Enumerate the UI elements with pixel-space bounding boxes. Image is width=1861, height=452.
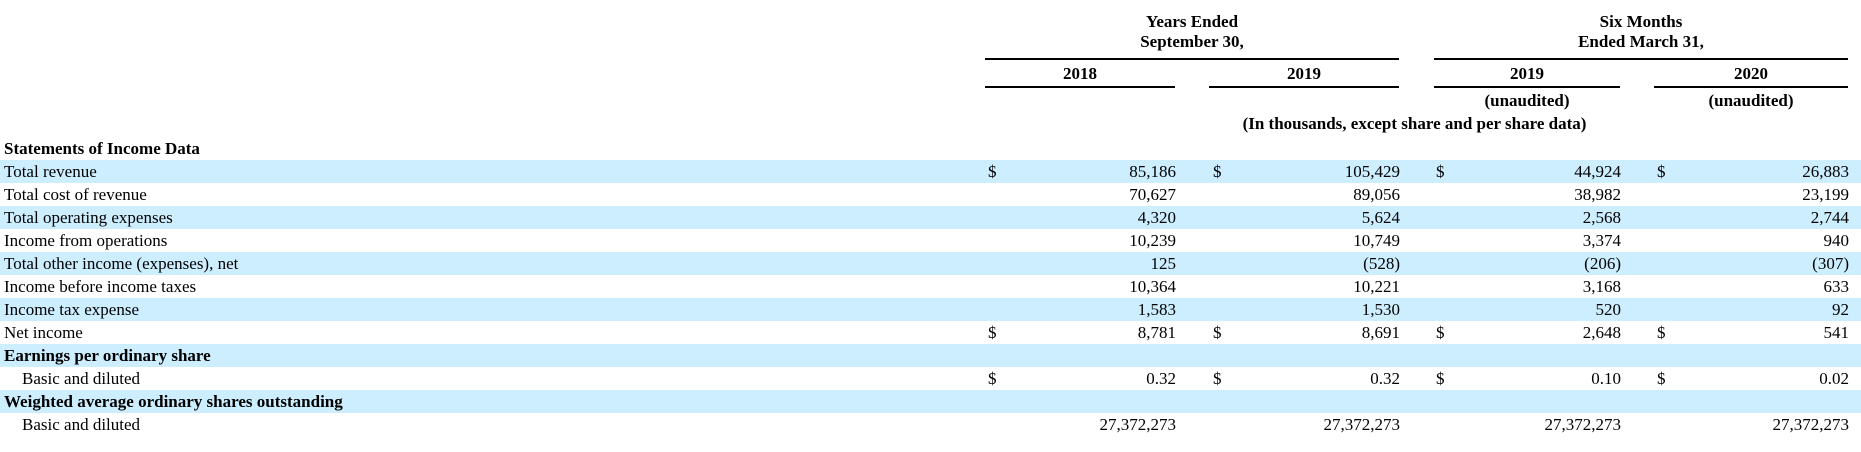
dollar-sign-2020-six: $ xyxy=(1657,162,1666,181)
value-2020-six: (307) xyxy=(1812,254,1849,273)
row-label: Earnings per ordinary share xyxy=(4,346,211,365)
value-2020-six: 23,199 xyxy=(1802,185,1849,204)
dollar-sign-2019-six: $ xyxy=(1436,369,1445,388)
row-label: Total cost of revenue xyxy=(4,185,147,204)
value-2020-six: 940 xyxy=(1823,231,1850,250)
col-header-2018: 2018 xyxy=(1063,64,1097,83)
unaudited-2020-label: (unaudited) xyxy=(1708,91,1794,110)
table-row: Net income $8,781 $8,691 $2,648 $541 xyxy=(0,321,1861,344)
dollar-sign-2018: $ xyxy=(988,162,997,181)
table-row: Income before income taxes 10,364 10,221 3,… xyxy=(0,275,1861,298)
value-2019-six: 520 xyxy=(1595,300,1622,319)
six-months-line1: Six Months xyxy=(1599,12,1683,31)
value-2019: 27,372,273 xyxy=(1323,415,1401,434)
table-row: Weighted average ordinary shares outstan… xyxy=(0,390,1861,413)
value-2019: (528) xyxy=(1363,254,1400,273)
value-2019-six: 2,648 xyxy=(1582,323,1621,342)
years-ended-line2: September 30, xyxy=(1140,32,1244,51)
value-2018: 10,239 xyxy=(1129,231,1176,250)
value-2019-six: 44,924 xyxy=(1574,162,1621,181)
value-2018: 8,781 xyxy=(1137,323,1176,342)
value-2019-six: (206) xyxy=(1584,254,1621,273)
value-2019-six: 3,168 xyxy=(1582,277,1621,296)
value-2018: 85,186 xyxy=(1129,162,1176,181)
value-2020-six: 92 xyxy=(1832,300,1849,319)
dollar-sign-2018: $ xyxy=(988,323,997,342)
value-2019: 10,221 xyxy=(1353,277,1400,296)
value-2019: 1,530 xyxy=(1361,300,1400,319)
six-months-line2: Ended March 31, xyxy=(1578,32,1704,51)
years-ended-header: Years Ended September 30, xyxy=(985,12,1399,52)
col-header-2020-six: 2020 xyxy=(1734,64,1768,83)
row-label: Income before income taxes xyxy=(4,277,197,296)
value-2020-six: 541 xyxy=(1823,323,1850,342)
table-row: Total other income (expenses), net 125 (52… xyxy=(0,252,1861,275)
table-row: Total cost of revenue 70,627 89,056 38,982 2… xyxy=(0,183,1861,206)
value-2019: 10,749 xyxy=(1353,231,1400,250)
table-row: Basic and diluted 27,372,273 27,372,273 27,… xyxy=(0,413,1861,436)
dollar-sign-2020-six: $ xyxy=(1657,369,1666,388)
row-label: Basic and diluted xyxy=(22,369,141,388)
unaudited-2019-label: (unaudited) xyxy=(1484,91,1570,110)
value-2018: 0.32 xyxy=(1146,369,1176,388)
row-label: Total operating expenses xyxy=(4,208,173,227)
dollar-sign-2020-six: $ xyxy=(1657,323,1666,342)
col-rule-2020-six xyxy=(1654,86,1848,88)
value-2019-six: 3,374 xyxy=(1582,231,1621,250)
row-label: Total revenue xyxy=(4,162,97,181)
value-2019: 105,429 xyxy=(1344,162,1400,181)
dollar-sign-2019: $ xyxy=(1213,323,1222,342)
value-2018: 70,627 xyxy=(1129,185,1176,204)
table-row: Total operating expenses 4,320 5,624 2,568 2… xyxy=(0,206,1861,229)
row-label: Weighted average ordinary shares outstan… xyxy=(4,392,343,411)
col-header-2019-six: 2019 xyxy=(1510,64,1544,83)
units-note: (In thousands, except share and per shar… xyxy=(1242,114,1587,133)
value-2019: 5,624 xyxy=(1361,208,1400,227)
value-2018: 27,372,273 xyxy=(1099,415,1177,434)
table-row: Total revenue $85,186 $105,429 $44,924 $26,8… xyxy=(0,160,1861,183)
dollar-sign-2019: $ xyxy=(1213,162,1222,181)
table-row: Income from operations 10,239 10,749 3,374 9… xyxy=(0,229,1861,252)
value-2019: 89,056 xyxy=(1353,185,1400,204)
dollar-sign-2019-six: $ xyxy=(1436,162,1445,181)
row-label: Income from operations xyxy=(4,231,168,250)
row-label: Total other income (expenses), net xyxy=(4,254,239,273)
value-2019-six: 27,372,273 xyxy=(1544,415,1622,434)
col-rule-2019 xyxy=(1209,86,1399,88)
table-row: Income tax expense 1,583 1,530 520 92 xyxy=(0,298,1861,321)
value-2019-six: 2,568 xyxy=(1582,208,1621,227)
row-label: Income tax expense xyxy=(4,300,139,319)
six-months-header: Six Months Ended March 31, xyxy=(1434,12,1848,52)
table-row: Earnings per ordinary share xyxy=(0,344,1861,367)
col-rule-2019-six xyxy=(1434,86,1620,88)
value-2019-six: 0.10 xyxy=(1591,369,1621,388)
col-rule-2018 xyxy=(985,86,1175,88)
row-label: Net income xyxy=(4,323,83,342)
dollar-sign-2018: $ xyxy=(988,369,997,388)
value-2018: 125 xyxy=(1150,254,1177,273)
value-2020-six: 27,372,273 xyxy=(1772,415,1850,434)
six-months-rule xyxy=(1434,58,1848,60)
value-2019: 8,691 xyxy=(1361,323,1400,342)
value-2018: 10,364 xyxy=(1129,277,1176,296)
table-row: Statements of Income Data xyxy=(0,137,1861,160)
dollar-sign-2019: $ xyxy=(1213,369,1222,388)
value-2019: 0.32 xyxy=(1370,369,1400,388)
value-2018: 4,320 xyxy=(1137,208,1176,227)
years-ended-line1: Years Ended xyxy=(1145,12,1239,31)
value-2020-six: 0.02 xyxy=(1819,369,1849,388)
value-2018: 1,583 xyxy=(1137,300,1176,319)
value-2020-six: 26,883 xyxy=(1802,162,1849,181)
row-label: Statements of Income Data xyxy=(4,139,200,158)
dollar-sign-2019-six: $ xyxy=(1436,323,1445,342)
value-2020-six: 2,744 xyxy=(1810,208,1849,227)
value-2019-six: 38,982 xyxy=(1574,185,1621,204)
col-header-2019: 2019 xyxy=(1287,64,1321,83)
table-row: Basic and diluted $0.32 $0.32 $0.10 $0.02 xyxy=(0,367,1861,390)
row-label: Basic and diluted xyxy=(22,415,141,434)
value-2020-six: 633 xyxy=(1823,277,1850,296)
years-ended-rule xyxy=(985,58,1399,60)
